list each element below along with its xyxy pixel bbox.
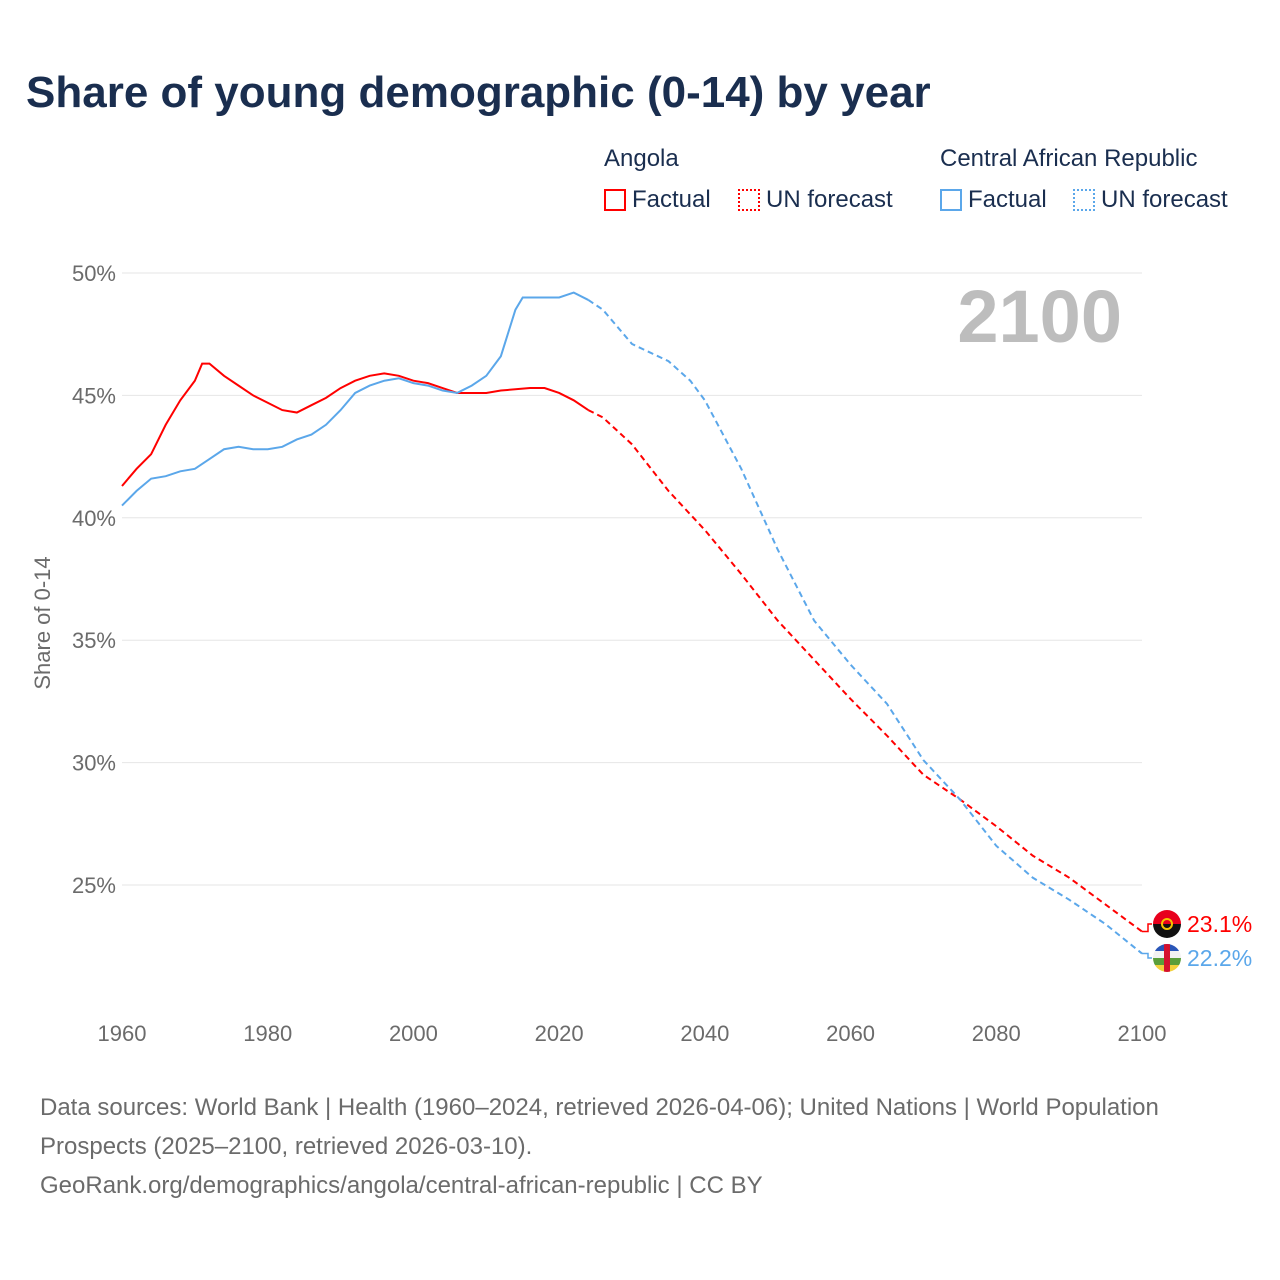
source-link[interactable]: GeoRank.org/demographics/angola/central-… <box>40 1172 763 1199</box>
legend-angola-forecast[interactable]: UN forecast <box>738 186 893 214</box>
y-tick-label: 40% <box>72 506 116 531</box>
x-tick-label: 2040 <box>680 1021 729 1046</box>
line-car-factual <box>121 291 589 507</box>
flag-red-half <box>1153 910 1181 924</box>
legend-group-title-car: Central African Republic <box>940 145 1198 172</box>
x-tick-label: 2100 <box>1118 1021 1167 1046</box>
x-tick-label: 2000 <box>389 1021 438 1046</box>
chart-title: Share of young demographic (0-14) by yea… <box>26 68 931 117</box>
car-flag-icon <box>1153 944 1181 972</box>
x-tick-label: 2060 <box>826 1021 875 1046</box>
y-axis-label: Share of 0-14 <box>30 556 55 689</box>
dotted-swatch-icon <box>1073 189 1095 211</box>
y-tick-label: 50% <box>72 261 116 286</box>
y-tick-label: 45% <box>72 383 116 408</box>
y-tick-label: 30% <box>72 751 116 776</box>
end-value-label: 22.2% <box>1187 945 1252 971</box>
end-value-label: 23.1% <box>1187 911 1252 937</box>
legend-label: Factual <box>968 186 1047 213</box>
solid-swatch-icon <box>940 189 962 211</box>
x-tick-label: 1960 <box>98 1021 147 1046</box>
legend-car-factual[interactable]: Factual <box>940 186 1047 214</box>
legend-angola-factual[interactable]: Factual <box>604 186 711 214</box>
data-sources: Data sources: World Bank | Health (1960–… <box>40 1094 1159 1160</box>
plot-area: 25% 30% 35% 40% 45% 50% 1960 1980 2000 2020 2040 20… <box>30 261 1252 1046</box>
flag-emblem <box>1161 918 1173 930</box>
legend-label: UN forecast <box>766 186 893 213</box>
footer: Data sources: World Bank | Health (1960–… <box>40 1088 1220 1205</box>
legend-car-forecast[interactable]: UN forecast <box>1073 186 1228 214</box>
legend-label: Factual <box>632 186 711 213</box>
x-tick-label: 2020 <box>535 1021 584 1046</box>
flag-vertical-stripe <box>1164 944 1170 972</box>
line-angola-factual <box>121 362 589 487</box>
flag-black-half <box>1153 924 1181 938</box>
x-tick-label: 1980 <box>243 1021 292 1046</box>
dotted-swatch-icon <box>738 189 760 211</box>
line-car-forecast <box>587 299 1143 955</box>
x-tick-label: 2080 <box>972 1021 1021 1046</box>
solid-swatch-icon <box>604 189 626 211</box>
y-tick-label: 35% <box>72 628 116 653</box>
legend-label: UN forecast <box>1101 186 1228 213</box>
angola-flag-icon <box>1153 910 1181 938</box>
line-angola-forecast <box>587 409 1143 933</box>
year-overlay: 2100 <box>957 275 1122 358</box>
y-tick-label: 25% <box>72 873 116 898</box>
end-connector <box>1142 923 1152 933</box>
end-connector <box>1142 952 1152 959</box>
legend-group-title-angola: Angola <box>604 145 679 172</box>
flag-stripes <box>1153 944 1181 972</box>
